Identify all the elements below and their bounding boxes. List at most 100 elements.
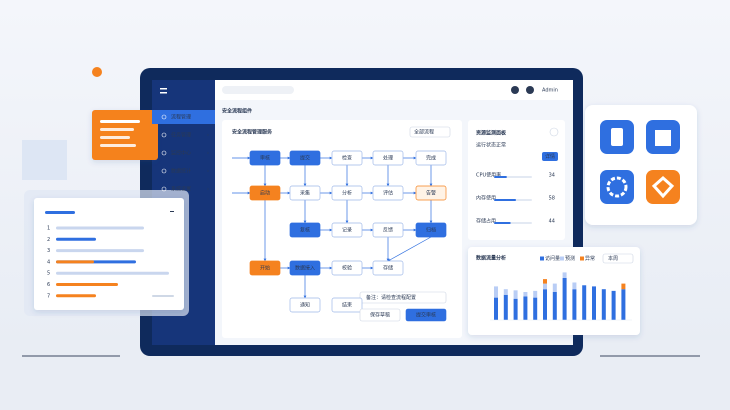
metric-value: 34 [549,173,555,179]
nav-item[interactable]: 数据统计 [171,168,191,175]
metric-label: 内存使用 [476,195,496,202]
icon-button[interactable] [549,127,559,137]
nav-caret: › [207,151,209,157]
panel-title: 数据流量分析 [476,255,506,262]
bar-segment [523,296,528,320]
range-select[interactable] [602,253,634,264]
row-index: 7 [47,293,50,299]
flow-node[interactable] [331,185,363,201]
flow-node[interactable] [415,185,447,201]
flow-node[interactable] [415,222,447,238]
node-label: 结束 [342,302,352,309]
flow-node[interactable] [249,260,281,276]
action-button[interactable] [405,308,447,322]
bar-segment [582,285,587,320]
node-label: 检查 [342,155,352,162]
resource-panel [468,120,565,240]
node-label: 校验 [342,265,352,272]
bar-segment [533,290,538,298]
bar-segment [552,283,557,292]
search-box[interactable] [222,86,294,94]
node-label: 完成 [426,155,436,162]
filter-select[interactable] [409,126,451,138]
nav-item[interactable]: 任务管理 [171,132,191,139]
node-label: 启动 [260,190,270,197]
user-name: Admin [542,88,558,94]
node-label: 通知 [300,302,310,309]
flow-node[interactable] [249,150,281,166]
flow-node[interactable] [331,150,363,166]
node-label: 处理 [383,155,393,162]
flow-node[interactable] [372,185,404,201]
bar-segment [523,292,528,297]
bar-segment [543,289,547,320]
nav-caret: › [207,169,209,175]
close-icon[interactable] [170,211,174,212]
bar-segment [533,297,538,320]
bar-segment [572,282,577,290]
filter-text: 全部流程 [414,129,434,136]
row-bar [56,260,94,264]
nav-icon [161,114,167,120]
flow-node[interactable] [289,222,321,238]
flow-node[interactable] [289,260,321,276]
nav-icon [161,168,167,174]
nav-caret: › [207,133,209,139]
bar-segment [513,298,518,320]
list-footer [152,295,174,297]
bar-segment [503,289,508,295]
nav-item[interactable]: 系统设置 [171,186,191,193]
legend-swatch [560,256,564,261]
node-label: 反馈 [383,227,393,234]
app-icon[interactable] [646,170,680,204]
row-index: 6 [47,282,50,288]
flow-node[interactable] [331,260,363,276]
flow-node[interactable] [249,185,281,201]
flow-node[interactable] [289,297,321,313]
node-label: 提交 [300,155,310,162]
action-button[interactable] [359,308,401,322]
nav-icon [161,186,167,192]
flow-node[interactable] [372,222,404,238]
note: 备注：请检查流程配置 [366,294,416,301]
flow-node[interactable] [331,222,363,238]
flow-node[interactable] [289,185,321,201]
flow-node[interactable] [331,297,363,313]
menu-icon[interactable] [160,88,167,90]
flow-node[interactable] [415,150,447,166]
icon-glyph [606,176,628,198]
bar-segment [543,283,547,290]
node-label: 存储 [383,265,393,272]
metric-bar [494,222,511,224]
bar-segment [621,283,626,290]
avatar[interactable] [511,86,519,94]
nav-icon [161,132,167,138]
node-label: 记录 [342,227,352,234]
legend-label: 访问量 [545,255,560,262]
nav-item[interactable]: 监控中心 [171,150,191,157]
panel-title: 资源监测面板 [476,130,507,137]
flow-node[interactable] [289,150,321,166]
bar-segment [611,290,616,320]
nav-item[interactable]: 流程管理 [171,114,191,121]
row-index: 5 [47,271,50,277]
panel-title: 安全流程管理服务 [232,129,273,136]
nav-icon [161,150,167,156]
detail-button[interactable] [542,152,558,161]
select-text: 本周 [608,255,618,262]
bar-segment [513,290,518,299]
flow-node[interactable] [372,260,404,276]
decor-block [22,140,67,180]
node-label: 审核 [260,155,270,162]
bar-segment [621,289,626,320]
row-index: 2 [47,237,50,243]
node-label: 分析 [342,190,352,197]
row-bar [56,271,169,275]
avatar[interactable] [526,86,534,94]
note-card [92,110,158,160]
icon-glyph [651,175,675,199]
app-icon[interactable] [600,170,634,204]
flow-node[interactable] [372,150,404,166]
panel-subtitle: 运行状态正常 [476,142,506,149]
node-label: 复核 [300,227,310,234]
